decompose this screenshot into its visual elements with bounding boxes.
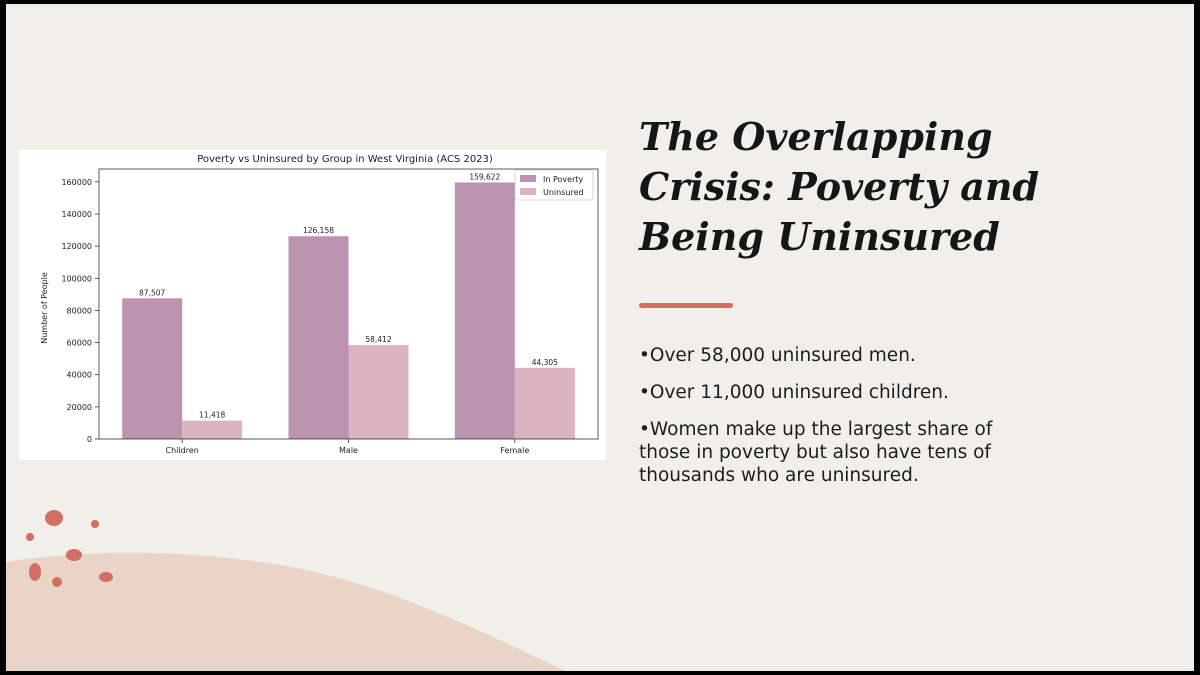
y-tick-label: 100000 [61,274,92,283]
wave-decoration [6,510,566,671]
bullet-list: •Over 58,000 uninsured men. •Over 11,000… [639,344,1039,501]
dot-decoration [26,533,34,541]
bullet-item: •Women make up the largest share of thos… [639,419,993,486]
data-label: 159,622 [469,172,500,181]
y-tick-label: 120000 [61,242,92,251]
slide-title: The Overlapping Crisis: Poverty and Bein… [639,112,1159,262]
chart-panel: Poverty vs Uninsured by Group in West Vi… [19,150,606,460]
y-tick-label: 140000 [61,210,92,219]
accent-underline [639,303,733,308]
legend-swatch [520,175,536,182]
x-tick-label: Male [339,446,358,455]
y-tick-label: 20000 [67,403,92,412]
data-label: 11,418 [199,411,225,420]
dot-decoration [45,510,63,526]
legend-swatch [520,188,536,195]
bar-in-poverty [122,298,183,439]
bar-uninsured [514,367,575,439]
data-label: 126,158 [303,226,334,235]
x-tick-label: Female [500,446,529,455]
y-tick-label: 40000 [67,371,92,380]
dot-decoration [91,520,99,528]
plot-frame [98,168,599,440]
plot-area: 0 20000 40000 60000 80000 100000 120000 140000 1… [61,168,599,455]
chart-title: Poverty vs Uninsured by Group in West Vi… [197,154,493,165]
y-tick-label: 0 [87,435,92,444]
bar-in-poverty [288,236,349,439]
data-label: 87,507 [139,288,165,297]
wave-shape [6,552,566,671]
slide: Poverty vs Uninsured by Group in West Vi… [6,4,1194,671]
y-tick-label: 80000 [67,306,92,315]
bar-uninsured [348,345,409,439]
y-axis-label: Number of People [40,272,49,344]
bullet-item: •Over 58,000 uninsured men. [639,345,916,366]
y-tick-label: 60000 [67,339,92,348]
title-line: Being Uninsured [639,214,1000,259]
bar-uninsured [182,420,243,439]
dot-decoration [66,549,82,561]
dot-decoration [29,563,41,581]
data-label: 44,305 [532,358,558,367]
title-line: Crisis: Poverty and [639,164,1040,209]
data-label: 58,412 [365,335,391,344]
chart-legend: In Poverty Uninsured [514,169,594,201]
bar-in-poverty [454,182,515,439]
x-tick-label: Children [166,446,199,455]
title-line: The Overlapping [639,114,993,159]
bullet-item: •Over 11,000 uninsured children. [639,382,949,403]
dot-decoration [99,572,113,582]
y-tick-label: 160000 [61,178,92,187]
legend-label: Uninsured [543,188,584,197]
bar-chart: Poverty vs Uninsured by Group in West Vi… [40,154,599,455]
legend-label: In Poverty [543,175,583,184]
dot-decoration [52,577,62,587]
